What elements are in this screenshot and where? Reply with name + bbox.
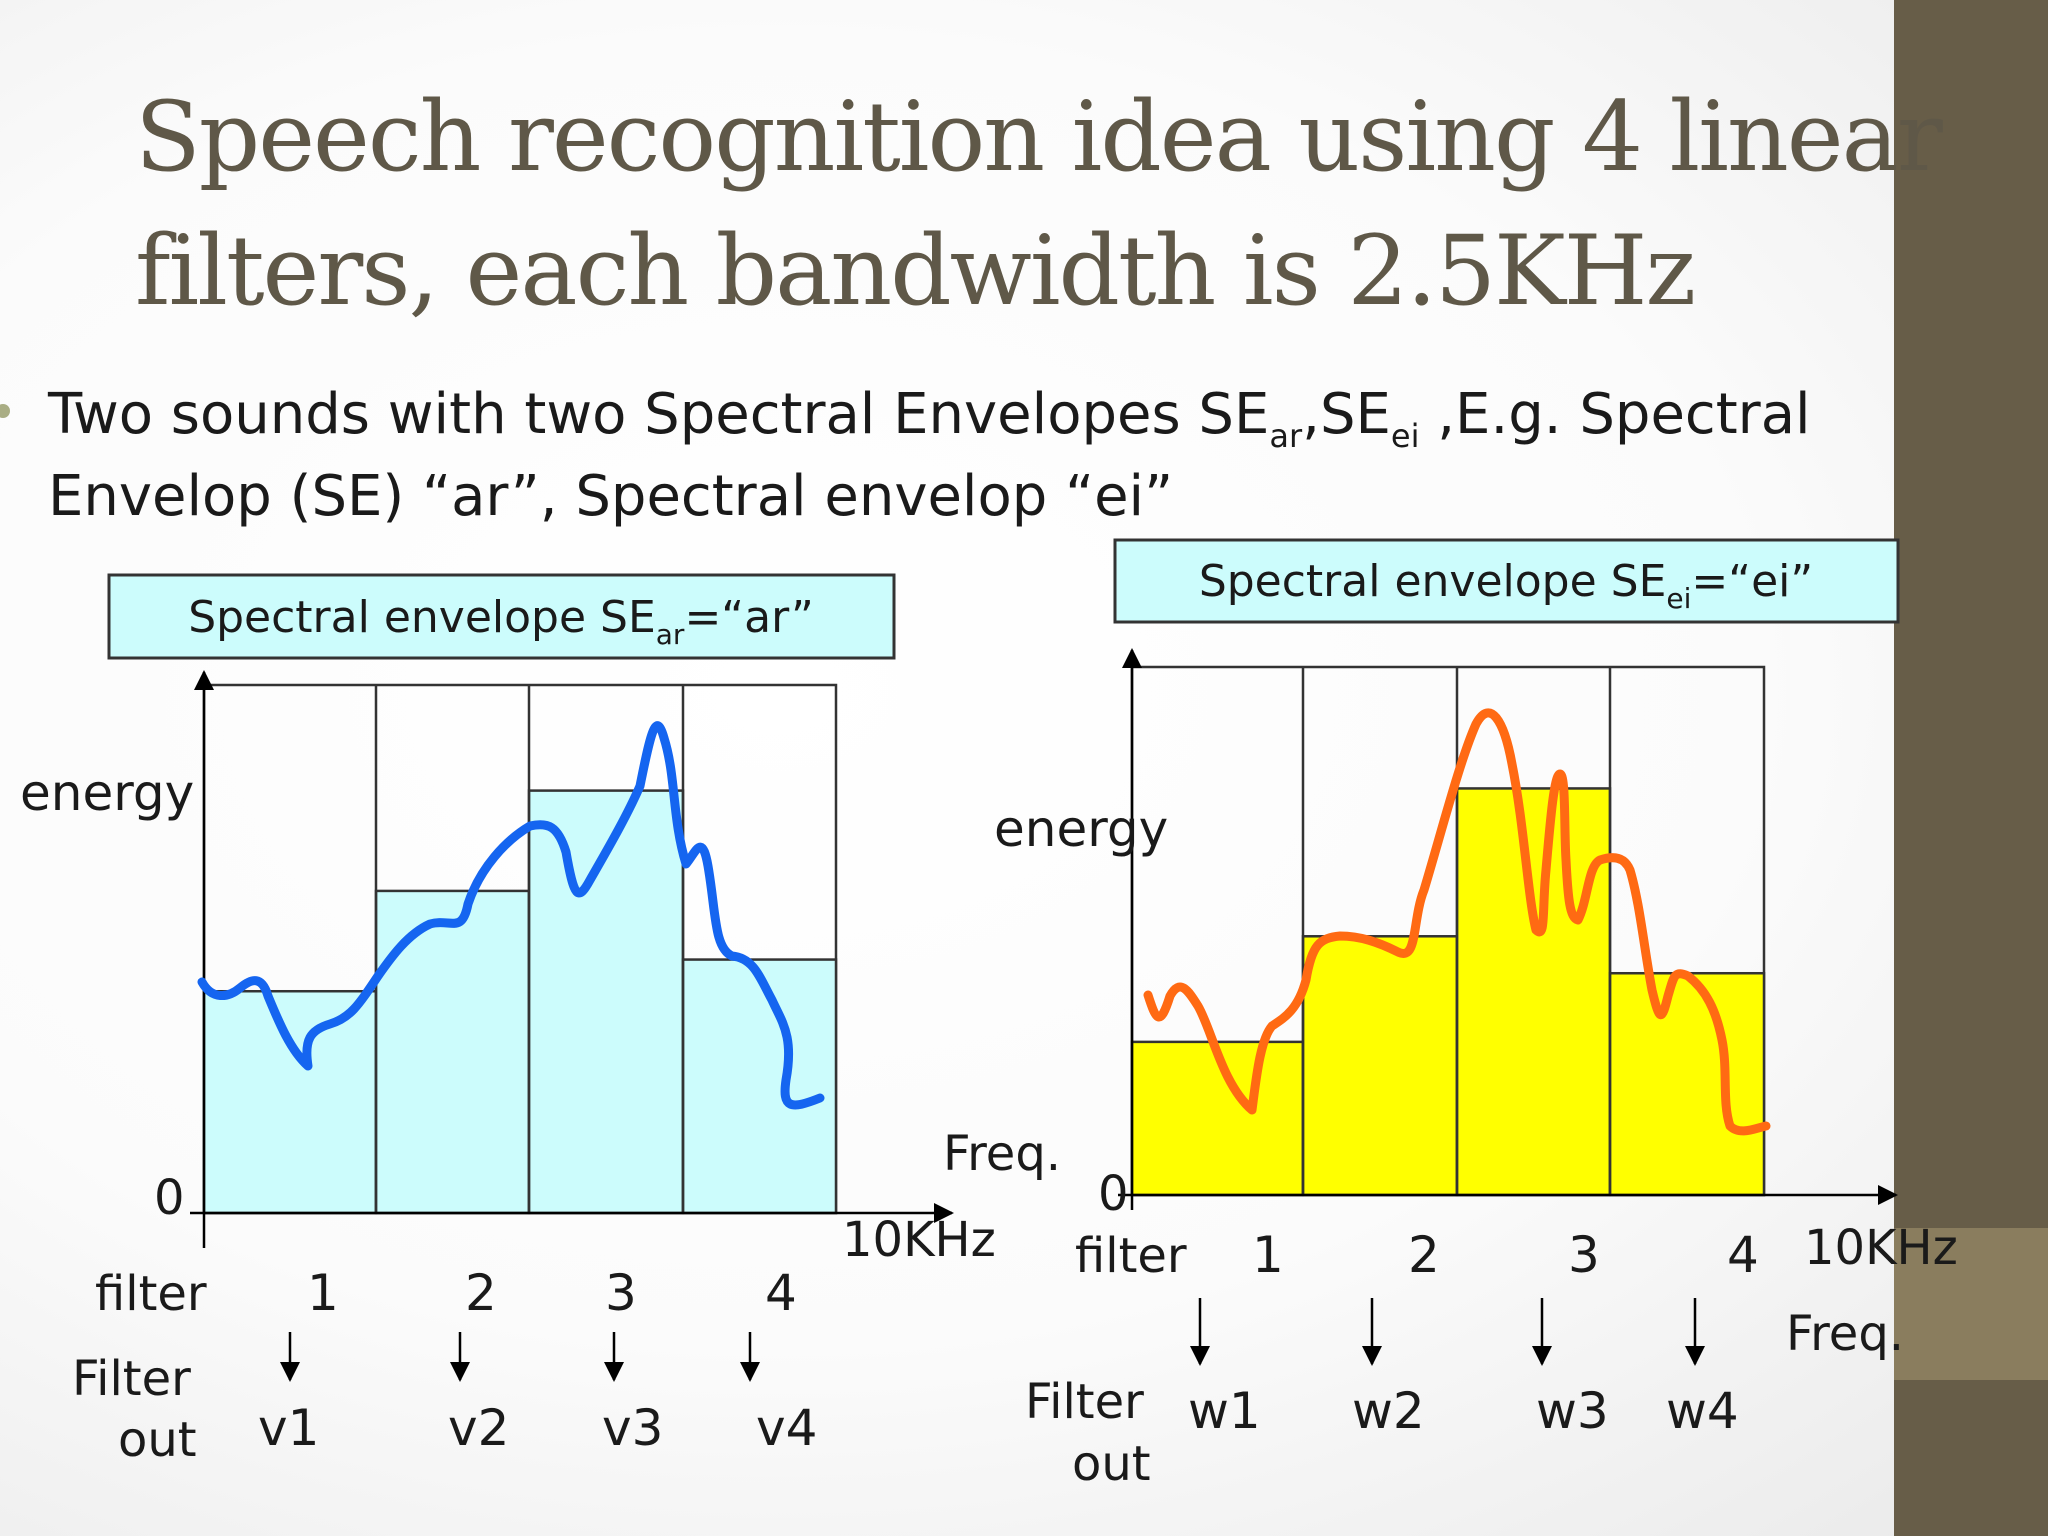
slide-sidebar: [1894, 0, 2048, 1536]
ar-filter-out-label-1: Filter: [72, 1351, 191, 1407]
ar-bar-2: [374, 889, 531, 1215]
ar-filter-num-2: 2: [465, 1264, 497, 1322]
ei-output-w2: w2: [1352, 1382, 1425, 1440]
ei-bar-4: [1608, 971, 1766, 1197]
ar-title-sub: ar: [656, 618, 685, 651]
ei-output-w4: w4: [1666, 1382, 1739, 1440]
bullet-part-2: ,SE: [1302, 382, 1391, 447]
ei-spectral-envelope-curve: [1143, 708, 1771, 1136]
ar-title-text: Spectral envelope SEar=“ar”: [188, 592, 814, 651]
ar-freq-label: Freq.: [943, 1126, 1061, 1182]
ar-title-suffix: =“ar”: [684, 592, 813, 643]
ei-title-text: Spectral envelope SEei=“ei”: [1199, 556, 1813, 615]
ei-freq-label: Freq.: [1786, 1306, 1904, 1362]
ei-title-prefix: Spectral envelope SE: [1199, 556, 1667, 607]
sidebar-accent: [1894, 1228, 2048, 1380]
title-line-1: Speech recognition idea using 4 linear: [135, 81, 1943, 193]
ei-filter-num-4: 4: [1727, 1226, 1759, 1284]
ei-zero-label: 0: [1098, 1166, 1129, 1222]
slide-title: Speech recognition idea using 4 linear f…: [135, 70, 1943, 338]
sidebar-bottom: [1894, 1380, 2048, 1536]
ei-filter-out-label-1: Filter: [1025, 1374, 1144, 1430]
ei-output-w1: w1: [1188, 1382, 1261, 1440]
title-line-2: filters, each bandwidth is 2.5KHz: [135, 215, 1696, 327]
ar-zero-label: 0: [154, 1170, 185, 1226]
ei-title-sub: ei: [1666, 582, 1691, 615]
ar-title-prefix: Spectral envelope SE: [188, 592, 656, 643]
bullet-sub-2: ei: [1390, 417, 1420, 455]
sidebar-top: [1894, 0, 2048, 1228]
ar-bar-1: [202, 989, 378, 1215]
ei-filter-label: filter: [1075, 1228, 1187, 1284]
ei-filter-num-2: 2: [1408, 1226, 1440, 1284]
ei-output-w3: w3: [1536, 1382, 1609, 1440]
ar-10khz-label: 10KHz: [842, 1212, 996, 1268]
ei-bar-2: [1301, 935, 1459, 1197]
ei-filter-num-3: 3: [1568, 1226, 1600, 1284]
ar-bars: [202, 789, 838, 1215]
ar-output-v1: v1: [258, 1399, 319, 1457]
bullet-text: Two sounds with two Spectral Envelopes S…: [48, 374, 1868, 538]
ei-bar-3: [1455, 787, 1612, 1197]
ar-spectral-envelope-curve: [197, 721, 825, 1110]
ar-filter-label: filter: [95, 1266, 207, 1322]
ar-filter-num-4: 4: [765, 1264, 797, 1322]
ar-title-box: [107, 573, 896, 660]
ei-energy-label: energy: [994, 800, 1168, 858]
ar-filter-num-3: 3: [605, 1264, 637, 1322]
ei-10khz-label: 10KHz: [1804, 1220, 1958, 1276]
ei-filter-out-label-2: out: [1072, 1436, 1151, 1492]
ei-title-box: [1113, 538, 1900, 624]
diagram-ar: Spectral envelope SEar=“ar” energy 0 10K…: [20, 573, 1061, 1468]
ar-bar-4: [681, 958, 838, 1215]
bullet-part-3: ,E.g. Spectral: [1419, 382, 1811, 447]
ar-output-v4: v4: [756, 1399, 817, 1457]
ei-bar-1: [1130, 1040, 1305, 1197]
ar-energy-label: energy: [20, 764, 194, 822]
diagram-ei: Spectral envelope SEei=“ei” energy 0 10K…: [994, 538, 1958, 1492]
bullet-line-2: Envelop (SE) “ar”, Spectral envelop “ei”: [48, 464, 1174, 529]
ei-filter-num-1: 1: [1252, 1226, 1284, 1284]
ei-title-suffix: =“ei”: [1691, 556, 1813, 607]
bullet-sub-1: ar: [1269, 417, 1303, 455]
ar-filter-out-label-2: out: [118, 1412, 197, 1468]
bullet-part-1: Two sounds with two Spectral Envelopes S…: [48, 382, 1270, 447]
ei-bars: [1130, 787, 1766, 1197]
ar-filter-num-1: 1: [307, 1264, 339, 1322]
ar-output-v2: v2: [448, 1399, 509, 1457]
bullet-dot-icon: [0, 404, 10, 418]
bullet-line-1: Two sounds with two Spectral Envelopes S…: [48, 374, 1868, 456]
ar-output-v3: v3: [602, 1399, 663, 1457]
